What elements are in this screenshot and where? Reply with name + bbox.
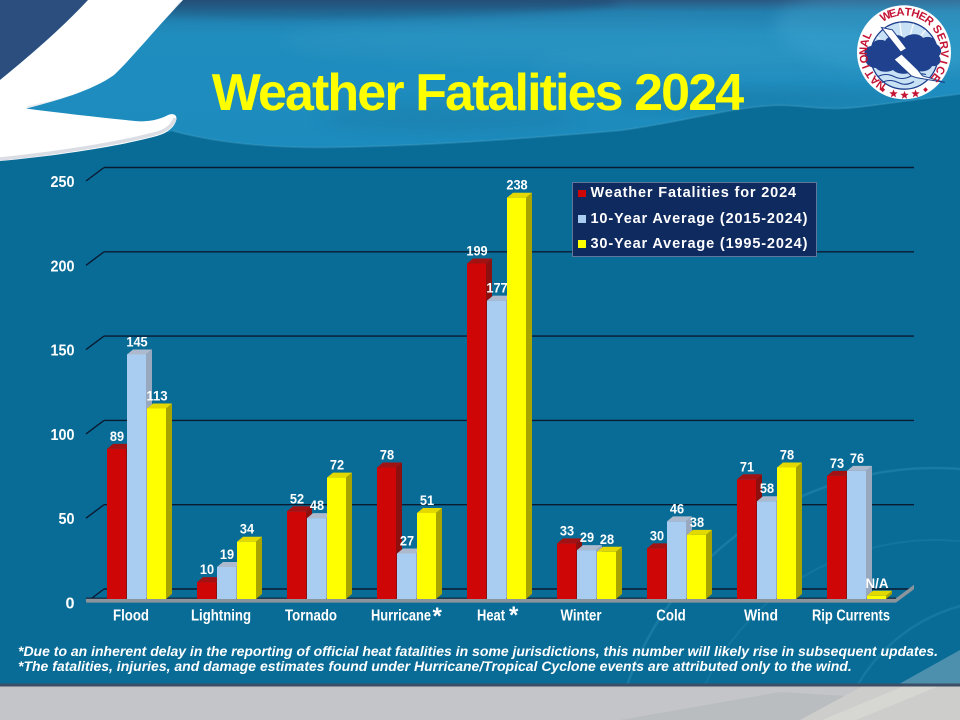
svg-text:Hurricane: Hurricane [371, 608, 431, 625]
svg-text:100: 100 [51, 427, 75, 444]
svg-text:H: H [910, 7, 921, 21]
svg-text:E: E [888, 7, 899, 21]
svg-text:200: 200 [51, 258, 75, 275]
svg-text:*: * [433, 603, 443, 630]
svg-text:I: I [936, 59, 948, 65]
svg-text:O: O [858, 53, 871, 64]
svg-text:Flood: Flood [113, 608, 149, 625]
svg-text:38: 38 [690, 514, 704, 530]
svg-text:A: A [896, 6, 905, 19]
svg-text:Cold: Cold [656, 608, 686, 625]
svg-text:19: 19 [220, 546, 234, 562]
svg-text:Lightning: Lightning [191, 608, 251, 625]
svg-text:199: 199 [466, 243, 487, 259]
svg-text:Rip Currents: Rip Currents [812, 608, 890, 625]
svg-text:28: 28 [600, 531, 614, 547]
svg-text:Heat: Heat [477, 608, 505, 625]
svg-text:177: 177 [486, 280, 507, 296]
svg-text:30: 30 [650, 527, 664, 543]
svg-text:48: 48 [310, 497, 324, 513]
svg-text:Tornado: Tornado [285, 608, 337, 625]
svg-text:76: 76 [850, 450, 864, 466]
svg-text:29: 29 [580, 529, 594, 545]
svg-text:34: 34 [240, 521, 254, 537]
svg-text:145: 145 [126, 334, 147, 350]
svg-text:89: 89 [110, 428, 124, 444]
svg-text:10: 10 [200, 561, 214, 577]
svg-text:72: 72 [330, 457, 344, 473]
svg-text:52: 52 [290, 490, 304, 506]
svg-text:Wind: Wind [744, 608, 778, 625]
svg-text:Winter: Winter [561, 608, 602, 625]
svg-text:L: L [861, 30, 875, 41]
svg-text:71: 71 [740, 458, 754, 474]
svg-text:73: 73 [830, 455, 844, 471]
svg-text:N: N [858, 47, 870, 56]
svg-text:I: I [861, 63, 873, 70]
svg-text:27: 27 [400, 533, 414, 549]
svg-text:T: T [904, 6, 912, 19]
svg-text:238: 238 [506, 177, 527, 193]
svg-text:51: 51 [420, 492, 434, 508]
svg-text:113: 113 [146, 388, 167, 404]
svg-text:N/A: N/A [866, 575, 889, 591]
svg-text:58: 58 [760, 480, 774, 496]
svg-text:50: 50 [59, 511, 75, 528]
svg-text:E: E [934, 31, 948, 43]
svg-text:250: 250 [51, 174, 75, 191]
svg-text:46: 46 [670, 500, 684, 516]
svg-text:78: 78 [780, 447, 794, 463]
svg-text:R: R [937, 40, 950, 50]
svg-text:33: 33 [560, 522, 574, 538]
svg-text:78: 78 [380, 447, 394, 463]
svg-text:*: * [509, 602, 519, 629]
svg-text:V: V [938, 50, 950, 58]
svg-text:0: 0 [66, 596, 75, 613]
svg-text:A: A [858, 38, 872, 49]
svg-text:150: 150 [51, 343, 75, 360]
